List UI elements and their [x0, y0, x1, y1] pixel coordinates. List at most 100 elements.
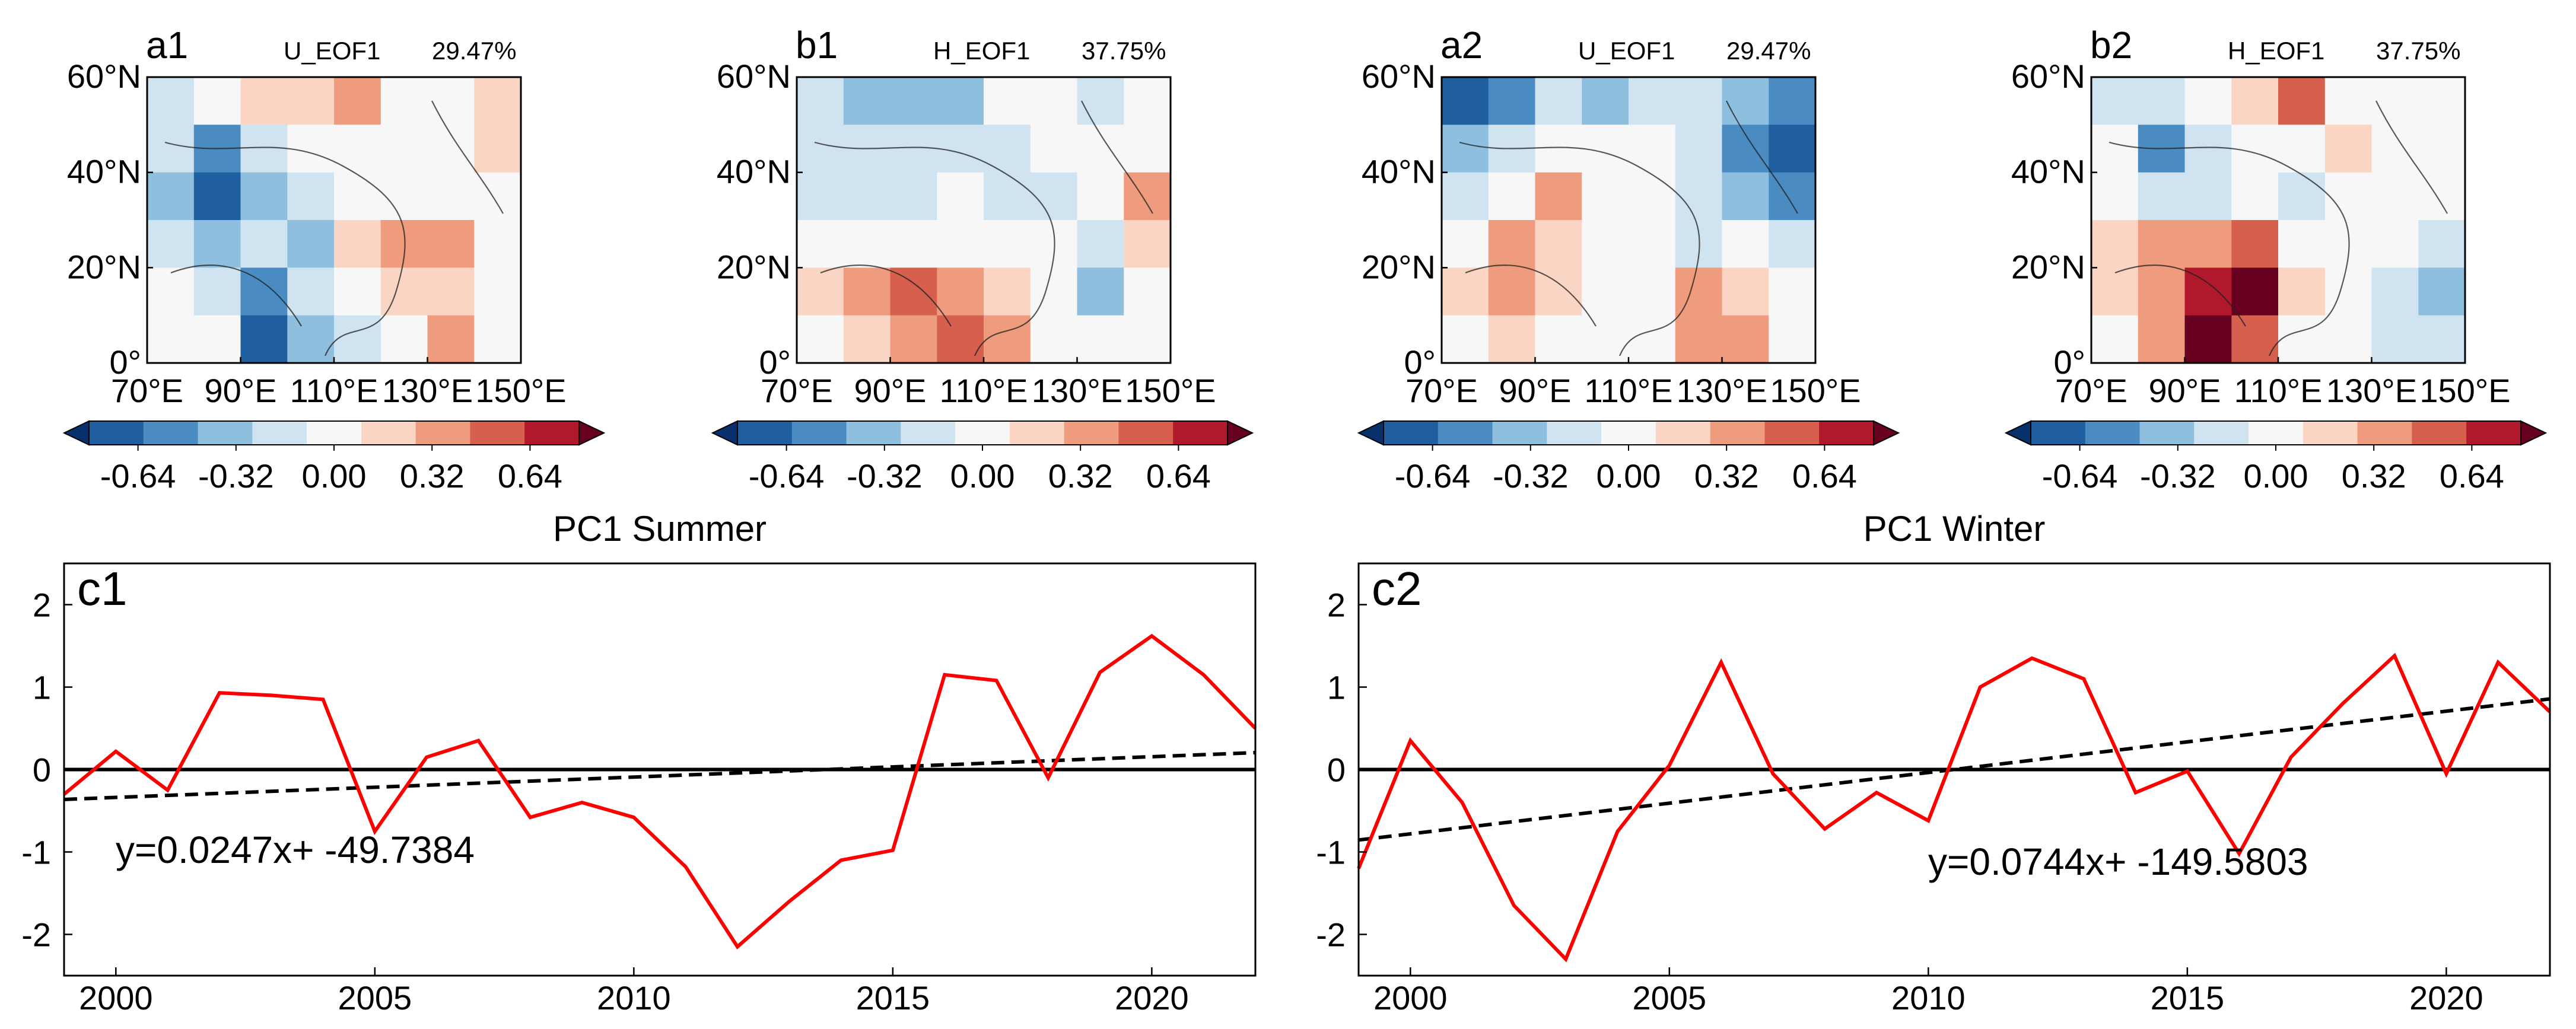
colorbar-box — [2031, 421, 2086, 445]
heatmap-cell — [1535, 220, 1582, 268]
colorbar-box — [524, 421, 580, 445]
heatmap-cell — [1722, 315, 1769, 364]
fit-equation: y=0.0247x+ -49.7384 — [116, 829, 475, 871]
heatmap-cell — [474, 220, 521, 268]
colorbar-box — [2085, 421, 2141, 445]
heatmap-cell — [1124, 220, 1171, 268]
colorbar-extend-low — [2004, 420, 2031, 446]
heatmap-cell — [1582, 267, 1629, 316]
x-tick-label: 2005 — [1633, 979, 1707, 1017]
variance-label: 37.75% — [1082, 37, 1166, 65]
heatmap-cell — [1675, 125, 1723, 173]
colorbar-extend-high — [2520, 420, 2548, 446]
heatmap-cell — [797, 267, 844, 316]
heatmap-cell — [1124, 315, 1171, 364]
heatmap-cell — [890, 172, 937, 221]
heatmap-cell — [797, 315, 844, 364]
heatmap-cell — [1582, 172, 1629, 221]
pc1-series-line — [1357, 652, 2552, 963]
heatmap-cell — [1442, 220, 1489, 268]
colorbar-box — [1064, 421, 1119, 445]
heatmap-cell — [1675, 315, 1723, 364]
y-tick-label: 60°N — [1362, 58, 1436, 95]
heatmap-cell — [2184, 267, 2232, 316]
x-tick-label: 2020 — [1115, 979, 1189, 1017]
colorbar-box — [2303, 421, 2358, 445]
colorbar-box — [307, 421, 362, 445]
x-tick-label: 70°E — [111, 372, 183, 409]
colorbar-box — [198, 421, 253, 445]
heatmap-cell — [1582, 125, 1629, 173]
heatmap-cell — [1675, 267, 1723, 316]
y-tick-label: 0° — [109, 343, 141, 381]
heatmap-cell — [937, 220, 984, 268]
y-tick-label: 60°N — [2011, 58, 2085, 95]
trend-fit-line — [1358, 697, 2550, 842]
colorbar-box — [791, 421, 847, 445]
heatmap-cell — [1769, 315, 1816, 364]
heatmap-cell — [380, 172, 428, 221]
colorbar-tick-label: 0.32 — [400, 457, 465, 495]
chart-title: PC1 Summer — [553, 509, 767, 549]
heatmap-cell — [1442, 125, 1489, 173]
heatmap-cell — [1535, 315, 1582, 364]
colorbar-box — [2194, 421, 2249, 445]
heatmap-cell — [937, 315, 984, 364]
heatmap-cell — [474, 315, 521, 364]
heatmap-cell — [984, 172, 1031, 221]
heatmap-cell — [1030, 172, 1078, 221]
colorbar-box — [470, 421, 525, 445]
colorbar-box — [1009, 421, 1065, 445]
heatmap-cell — [984, 220, 1031, 268]
heatmap-cell — [2091, 220, 2139, 268]
heatmap-cell — [1769, 77, 1816, 125]
colorbar-a2: -0.64 -0.32 0.00 0.32 0.64 — [1357, 420, 1900, 495]
heatmap-cell — [984, 315, 1031, 364]
heatmap-cell — [1722, 77, 1769, 125]
heatmap-cell — [193, 172, 241, 221]
heatmap-cell — [1030, 125, 1078, 173]
variance-label: 37.75% — [2376, 37, 2460, 65]
heatmap-cell — [2231, 267, 2279, 316]
heatmap-cell — [937, 77, 984, 125]
x-tick-label: 2000 — [1373, 979, 1448, 1017]
panel-label: a1 — [146, 24, 188, 66]
colorbar-box — [1710, 421, 1765, 445]
heatmap-cell — [334, 267, 381, 316]
heatmap-cell — [1077, 220, 1124, 268]
x-tick-label: 150°E — [1125, 372, 1216, 409]
heatmap-cell — [2184, 172, 2232, 221]
heatmap-cell — [797, 220, 844, 268]
variance-label: 29.47% — [432, 37, 516, 65]
x-tick-label: 130°E — [1677, 372, 1767, 409]
heatmap-cell — [147, 267, 195, 316]
y-tick-label: 60°N — [717, 58, 791, 95]
heatmap-cell — [427, 315, 475, 364]
heatmap-cell — [1442, 172, 1489, 221]
colorbar-box — [1601, 421, 1656, 445]
colorbar-extend-low — [62, 420, 90, 446]
heatmap-cell — [2138, 220, 2186, 268]
heatmap-cell — [147, 125, 195, 173]
map-title: U_EOF1 — [1578, 37, 1675, 65]
heatmap-cell — [1769, 125, 1816, 173]
chart-title: PC1 Winter — [1863, 509, 2046, 549]
heatmap-cell — [1030, 315, 1078, 364]
x-tick-label: 70°E — [2055, 372, 2127, 409]
heatmap-cell — [1535, 172, 1582, 221]
panel-label: a2 — [1440, 24, 1483, 66]
colorbar-box — [89, 421, 144, 445]
heatmap-cell — [1629, 315, 1676, 364]
colorbar-tick-label: 0.00 — [2244, 457, 2308, 495]
heatmap-cell — [2231, 77, 2279, 125]
heatmap-cell — [843, 172, 891, 221]
colorbar-tick-label: -0.32 — [1493, 457, 1569, 495]
panel-label: c1 — [77, 562, 128, 615]
heatmap-cell — [1077, 267, 1124, 316]
x-tick-label: 110°E — [290, 372, 378, 409]
heatmap-cell — [334, 125, 381, 173]
heatmap-cell — [334, 172, 381, 221]
heatmap-cell — [2091, 267, 2139, 316]
y-tick-label: 0° — [1404, 343, 1436, 381]
y-tick-label: -2 — [1316, 916, 1346, 954]
